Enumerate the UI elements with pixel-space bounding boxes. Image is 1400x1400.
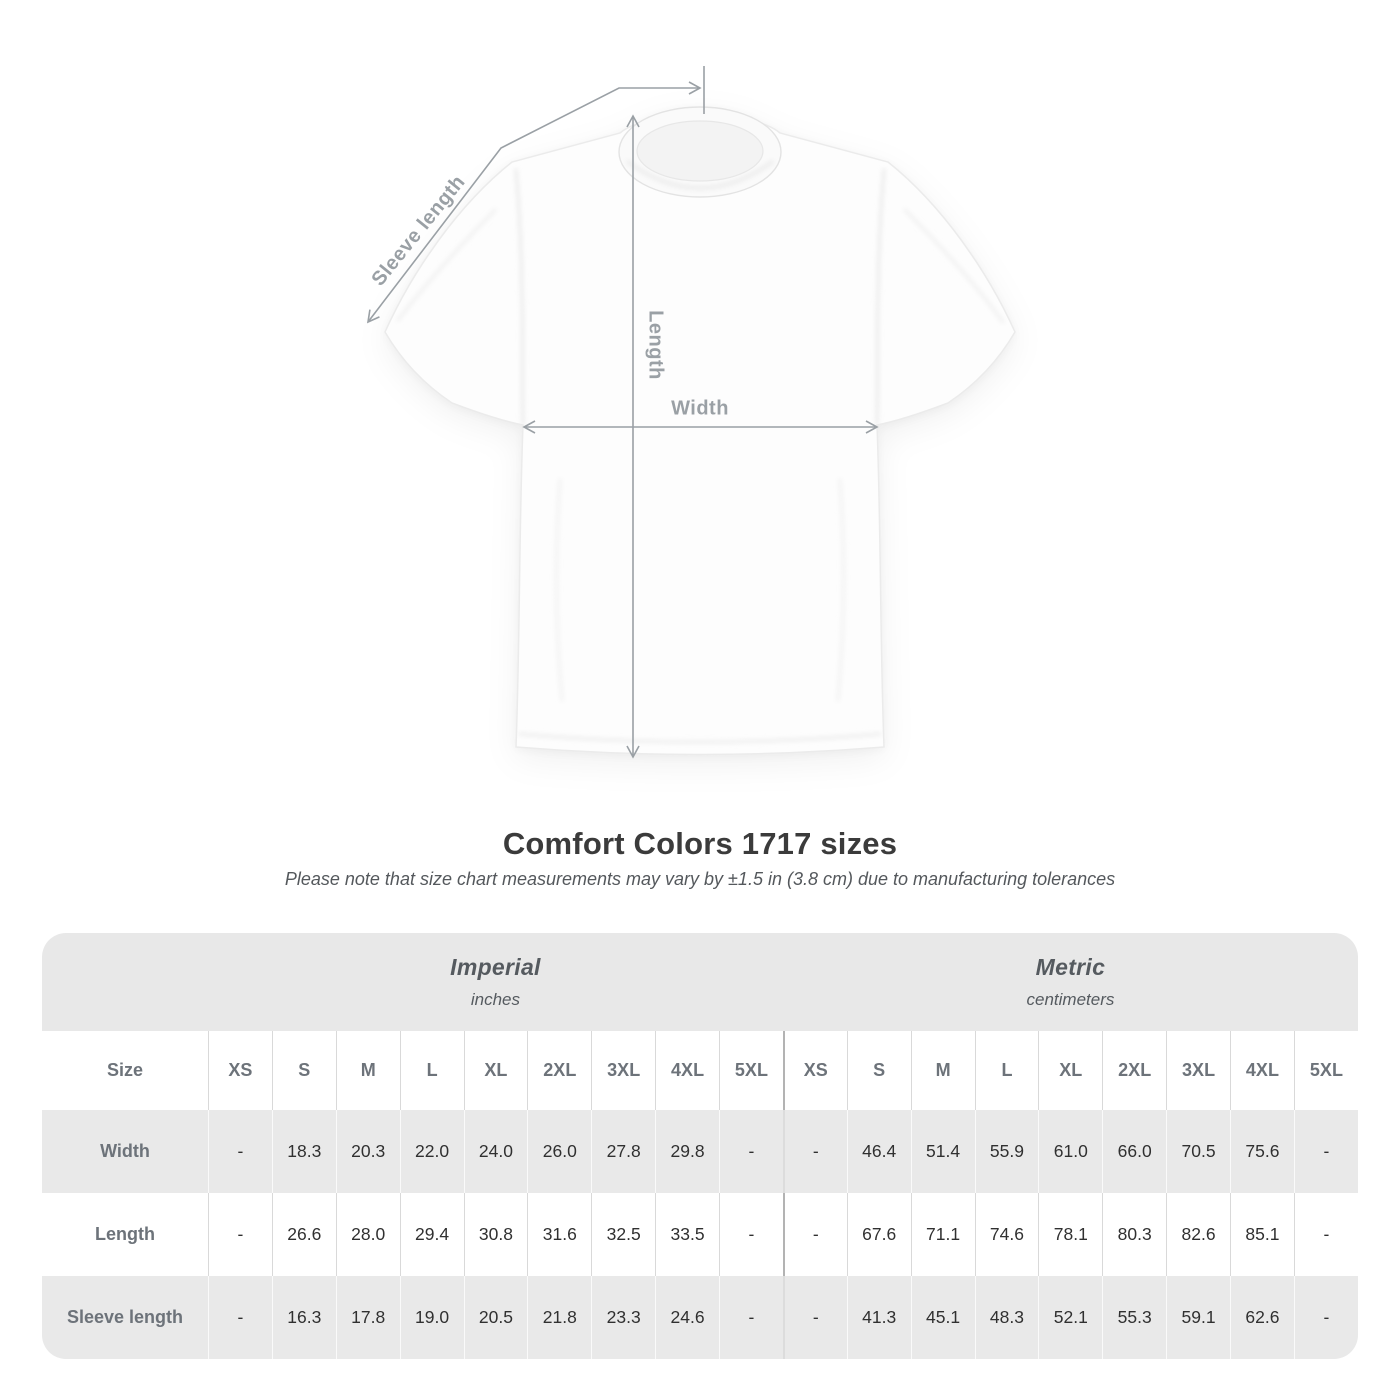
size-header-metric-3xl: 3XL (1166, 1031, 1230, 1110)
size-column-header: Size (42, 1031, 208, 1110)
cell-length-metric-l: 74.6 (974, 1193, 1039, 1276)
cell-width-imperial-l: 22.0 (399, 1110, 464, 1193)
size-header-metric-m: M (910, 1031, 975, 1110)
cell-sleeve-length-metric-5xl: - (1293, 1276, 1358, 1359)
size-header-imperial-s: S (271, 1031, 336, 1110)
cell-sleeve-length-metric-xl: 52.1 (1038, 1276, 1103, 1359)
cell-width-metric-m: 51.4 (910, 1110, 975, 1193)
size-chart-table: Imperial inches Metric centimeters Size … (42, 933, 1358, 1359)
size-table: Imperial inches Metric centimeters Size … (42, 933, 1358, 1359)
size-header-imperial-4xl: 4XL (655, 1031, 719, 1110)
cell-length-imperial-xl: 30.8 (463, 1193, 528, 1276)
cell-sleeve-length-imperial-2xl: 21.8 (527, 1276, 592, 1359)
width-label: Width (671, 397, 729, 420)
metric-group-header: Metric centimeters (782, 933, 1358, 1031)
sleeve-length-arrow (366, 81, 702, 324)
cell-length-metric-s: 67.6 (846, 1193, 911, 1276)
cell-width-imperial-m: 20.3 (335, 1110, 400, 1193)
size-header-imperial-xl: XL (463, 1031, 528, 1110)
imperial-group-header: Imperial inches (208, 933, 783, 1031)
cell-sleeve-length-metric-4xl: 62.6 (1230, 1276, 1294, 1359)
tolerance-note: Please note that size chart measurements… (284, 869, 1116, 889)
cell-sleeve-length-metric-2xl: 55.3 (1102, 1276, 1167, 1359)
corner-cell (42, 933, 208, 1031)
size-header-metric-xs: XS (782, 1031, 847, 1110)
cell-sleeve-length-imperial-3xl: 23.3 (591, 1276, 656, 1359)
size-header-imperial-5xl: 5XL (719, 1031, 783, 1110)
cell-sleeve-length-imperial-s: 16.3 (271, 1276, 336, 1359)
size-header-imperial-2xl: 2XL (527, 1031, 592, 1110)
size-header-metric-2xl: 2XL (1102, 1031, 1167, 1110)
unit-header-row: Imperial inches Metric centimeters (42, 933, 1358, 1031)
cell-length-imperial-2xl: 31.6 (527, 1193, 592, 1276)
cell-sleeve-length-metric-m: 45.1 (910, 1276, 975, 1359)
page-title: Comfort Colors 1717 sizes (502, 826, 898, 861)
cell-length-metric-4xl: 85.1 (1230, 1193, 1294, 1276)
metric-unit: centimeters (1026, 990, 1115, 1009)
cell-length-imperial-s: 26.6 (271, 1193, 336, 1276)
cell-sleeve-length-metric-l: 48.3 (974, 1276, 1039, 1359)
cell-length-imperial-3xl: 32.5 (591, 1193, 656, 1276)
size-header-metric-5xl: 5XL (1293, 1031, 1358, 1110)
size-header-metric-s: S (846, 1031, 911, 1110)
cell-width-imperial-5xl: - (719, 1110, 783, 1193)
size-header-imperial-m: M (335, 1031, 400, 1110)
cell-sleeve-length-imperial-l: 19.0 (399, 1276, 464, 1359)
cell-width-metric-3xl: 70.5 (1166, 1110, 1230, 1193)
cell-width-metric-xs: - (782, 1110, 847, 1193)
cell-width-imperial-4xl: 29.8 (655, 1110, 719, 1193)
cell-sleeve-length-metric-3xl: 59.1 (1166, 1276, 1230, 1359)
size-header-metric-l: L (974, 1031, 1039, 1110)
imperial-label: Imperial (450, 954, 541, 980)
cell-length-imperial-m: 28.0 (335, 1193, 400, 1276)
cell-length-imperial-4xl: 33.5 (655, 1193, 719, 1276)
tshirt-diagram: Sleeve length Length Width (366, 66, 1016, 759)
cell-width-metric-4xl: 75.6 (1230, 1110, 1294, 1193)
size-header-imperial-xs: XS (208, 1031, 272, 1110)
size-header-imperial-3xl: 3XL (591, 1031, 656, 1110)
length-label: Length (644, 310, 667, 380)
metric-label: Metric (1035, 954, 1106, 980)
cell-length-imperial-xs: - (208, 1193, 272, 1276)
cell-width-metric-xl: 61.0 (1038, 1110, 1103, 1193)
row-label-length: Length (42, 1193, 208, 1276)
cell-width-metric-s: 46.4 (846, 1110, 911, 1193)
row-label-sleeve-length: Sleeve length (42, 1276, 208, 1359)
cell-length-metric-2xl: 80.3 (1102, 1193, 1167, 1276)
size-header-metric-xl: XL (1038, 1031, 1103, 1110)
cell-length-metric-5xl: - (1293, 1193, 1358, 1276)
cell-sleeve-length-imperial-xs: - (208, 1276, 272, 1359)
cell-sleeve-length-imperial-5xl: - (719, 1276, 783, 1359)
cell-width-imperial-xs: - (208, 1110, 272, 1193)
cell-sleeve-length-imperial-xl: 20.5 (463, 1276, 528, 1359)
cell-length-metric-m: 71.1 (910, 1193, 975, 1276)
cell-width-imperial-xl: 24.0 (463, 1110, 528, 1193)
size-header-metric-4xl: 4XL (1230, 1031, 1294, 1110)
cell-sleeve-length-metric-xs: - (782, 1276, 847, 1359)
cell-sleeve-length-imperial-m: 17.8 (335, 1276, 400, 1359)
measurement-row-length: Length -26.6 28.0 29.4 30.8 31.6 32.5 33.5- -67.… (42, 1193, 1358, 1276)
cell-width-imperial-s: 18.3 (271, 1110, 336, 1193)
measurement-row-width: Width -18.3 20.3 22.0 24.0 26.0 27.8 29.8- -46.4… (42, 1110, 1358, 1193)
cell-length-metric-3xl: 82.6 (1166, 1193, 1230, 1276)
size-header-row: Size XS S M L XL 2XL 3XL 4XL 5XL XS S M L XL 2XL 3XL 4XL… (42, 1031, 1358, 1110)
cell-length-imperial-5xl: - (719, 1193, 783, 1276)
size-header-imperial-l: L (399, 1031, 464, 1110)
cell-width-metric-l: 55.9 (974, 1110, 1039, 1193)
row-label-width: Width (42, 1110, 208, 1193)
cell-sleeve-length-imperial-4xl: 24.6 (655, 1276, 719, 1359)
measurement-row-sleeve-length: Sleeve length -16.3 17.8 19.0 20.5 21.8 23.3 24… (42, 1276, 1358, 1359)
cell-width-imperial-2xl: 26.0 (527, 1110, 592, 1193)
cell-length-metric-xl: 78.1 (1038, 1193, 1103, 1276)
cell-length-imperial-l: 29.4 (399, 1193, 464, 1276)
cell-width-imperial-3xl: 27.8 (591, 1110, 656, 1193)
measurement-arrows (366, 66, 879, 759)
imperial-unit: inches (470, 990, 520, 1009)
cell-width-metric-5xl: - (1293, 1110, 1358, 1193)
cell-length-metric-xs: - (782, 1193, 847, 1276)
cell-width-metric-2xl: 66.0 (1102, 1110, 1167, 1193)
cell-sleeve-length-metric-s: 41.3 (846, 1276, 911, 1359)
